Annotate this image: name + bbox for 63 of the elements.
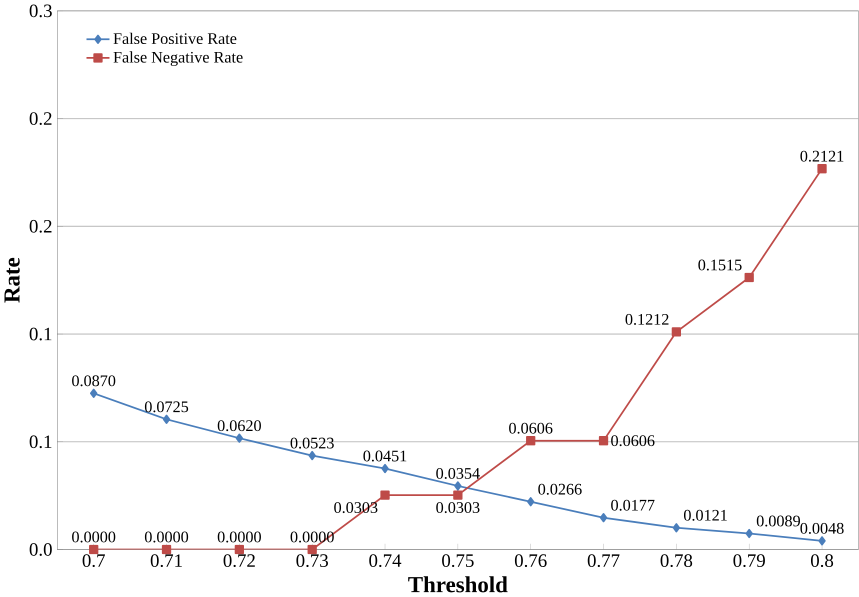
- x-tick-label: 0.79: [733, 554, 765, 568]
- data-label: 0.0303: [436, 502, 480, 514]
- data-label: 0.0620: [218, 420, 261, 432]
- data-label: 0.0451: [363, 450, 406, 462]
- point: [162, 544, 172, 554]
- y-tick-label: 0.1: [30, 328, 52, 341]
- point: [818, 536, 826, 546]
- point: [234, 544, 244, 554]
- data-label: 0.0266: [538, 484, 582, 495]
- point: [744, 272, 754, 282]
- point: [381, 464, 389, 474]
- point: [600, 513, 608, 522]
- x-tick-label: 0.76: [514, 554, 547, 568]
- point: [746, 528, 753, 538]
- point: [453, 490, 463, 500]
- point: [817, 164, 827, 174]
- y-tick-label: 0.3: [30, 4, 52, 18]
- point: [526, 497, 534, 506]
- data-label: 0.0121: [684, 510, 727, 521]
- point: [89, 544, 98, 554]
- x-tick-label: 0.73: [296, 554, 328, 568]
- legend-label: False Positive Rate: [114, 32, 236, 44]
- x-tick-label: 0.8: [810, 554, 834, 568]
- x-tick-label: 0.74: [369, 554, 402, 568]
- point: [308, 544, 317, 554]
- point: [672, 327, 682, 337]
- point: [308, 450, 316, 460]
- point: [90, 388, 98, 398]
- y-tick-label: 0.2: [30, 220, 52, 233]
- x-tick-label: 0.78: [660, 554, 692, 568]
- point: [454, 481, 462, 491]
- data-label: 0.0048: [800, 522, 844, 534]
- x-tick-label: 0.77: [588, 554, 620, 568]
- x-tick-label: 0.71: [150, 554, 182, 568]
- x-tick-label: 0.7: [82, 554, 105, 568]
- data-label: 0.0177: [611, 500, 654, 511]
- point: [380, 490, 390, 500]
- data-label: 0.0000: [72, 532, 116, 543]
- data-label: 0.0523: [290, 438, 334, 449]
- data-label: 0.0089: [756, 516, 800, 527]
- x-tick-label: 0.72: [224, 554, 255, 568]
- data-label: 0.1212: [626, 314, 668, 325]
- x-axis-title: Threshold: [408, 576, 508, 592]
- data-label: 0.0354: [436, 468, 480, 479]
- legend-label: False Negative Rate: [114, 51, 243, 66]
- point: [162, 414, 170, 424]
- data-label: 0.0606: [611, 435, 654, 446]
- x-tick-label: 0.75: [442, 554, 474, 568]
- point: [526, 436, 536, 446]
- data-label: 0.0000: [144, 532, 188, 543]
- data-label: 0.0000: [218, 532, 261, 543]
- point: [236, 434, 244, 443]
- y-tick-label: 0.2: [30, 112, 52, 126]
- data-label: 0.0606: [509, 422, 552, 434]
- point: [598, 436, 608, 446]
- y-axis-title: Rate: [4, 258, 20, 303]
- data-label: 0.0870: [72, 375, 116, 386]
- data-label: 0.2121: [800, 150, 844, 162]
- point: [672, 523, 680, 532]
- y-tick-label: 0.0: [30, 543, 52, 556]
- data-label: 0.0725: [144, 401, 188, 412]
- y-tick-label: 0.1: [30, 435, 52, 448]
- data-label: 0.1515: [698, 260, 742, 271]
